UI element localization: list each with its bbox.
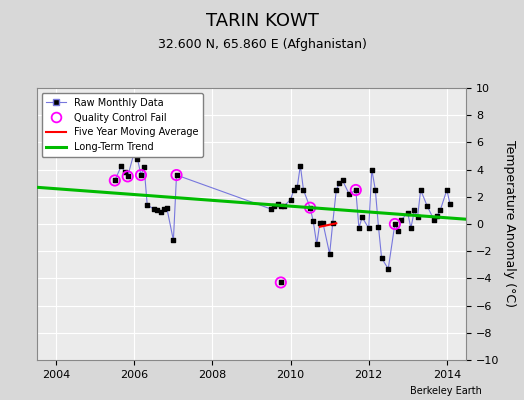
Point — [365, 225, 373, 231]
Point — [172, 172, 181, 178]
Point — [329, 220, 337, 226]
Point — [417, 187, 425, 193]
Point — [156, 208, 165, 215]
Point — [306, 204, 314, 211]
Point — [443, 187, 451, 193]
Y-axis label: Temperature Anomaly (°C): Temperature Anomaly (°C) — [503, 140, 516, 308]
Point — [374, 224, 383, 230]
Point — [407, 225, 415, 231]
Point — [446, 200, 454, 207]
Point — [111, 177, 119, 184]
Point — [293, 184, 301, 190]
Point — [352, 187, 360, 193]
Point — [299, 187, 308, 193]
Point — [309, 218, 318, 224]
Point — [296, 162, 304, 169]
Point — [433, 213, 441, 219]
Legend: Raw Monthly Data, Quality Control Fail, Five Year Moving Average, Long-Term Tren: Raw Monthly Data, Quality Control Fail, … — [41, 93, 203, 157]
Point — [23, 343, 31, 350]
Point — [130, 149, 138, 155]
Point — [159, 206, 168, 212]
Point — [267, 206, 275, 212]
Point — [368, 166, 376, 173]
Point — [391, 221, 399, 227]
Point — [391, 221, 399, 227]
Point — [397, 217, 406, 223]
Point — [413, 214, 422, 220]
Point — [270, 203, 278, 210]
Point — [140, 164, 148, 170]
Point — [423, 203, 431, 210]
Point — [117, 162, 126, 169]
Point — [394, 228, 402, 234]
Point — [430, 217, 438, 223]
Point — [377, 255, 386, 261]
Point — [274, 200, 282, 207]
Point — [436, 207, 444, 214]
Point — [153, 207, 161, 214]
Point — [23, 343, 31, 350]
Point — [332, 187, 341, 193]
Point — [162, 204, 171, 211]
Point — [124, 173, 132, 180]
Point — [111, 177, 119, 184]
Point — [169, 237, 178, 244]
Point — [290, 187, 298, 193]
Point — [172, 172, 181, 178]
Text: 32.600 N, 65.860 E (Afghanistan): 32.600 N, 65.860 E (Afghanistan) — [158, 38, 366, 51]
Point — [319, 220, 327, 226]
Point — [335, 180, 344, 186]
Point — [150, 206, 158, 212]
Point — [124, 173, 132, 180]
Point — [371, 187, 379, 193]
Point — [287, 196, 295, 203]
Point — [410, 207, 419, 214]
Point — [355, 225, 363, 231]
Point — [403, 210, 412, 216]
Point — [325, 251, 334, 257]
Text: TARIN KOWT: TARIN KOWT — [205, 12, 319, 30]
Point — [277, 279, 285, 286]
Point — [345, 191, 353, 197]
Point — [277, 203, 285, 210]
Point — [280, 203, 288, 210]
Point — [352, 187, 360, 193]
Point — [143, 202, 151, 208]
Point — [121, 169, 129, 176]
Point — [137, 172, 145, 178]
Point — [306, 204, 314, 211]
Point — [312, 241, 321, 248]
Point — [339, 177, 347, 184]
Text: Berkeley Earth: Berkeley Earth — [410, 386, 482, 396]
Point — [133, 156, 141, 162]
Point — [137, 172, 145, 178]
Point — [358, 214, 366, 220]
Point — [384, 266, 392, 272]
Point — [315, 220, 324, 226]
Point — [277, 279, 285, 286]
Point — [130, 149, 138, 155]
